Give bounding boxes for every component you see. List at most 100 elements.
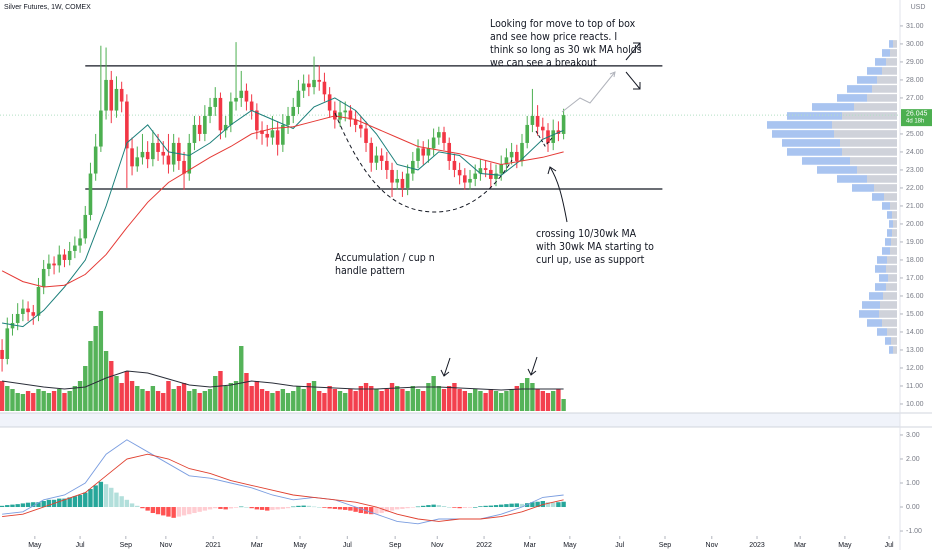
candle-body [400, 178, 405, 188]
countdown: 4d 18h [906, 119, 924, 125]
histogram-bar [155, 507, 161, 515]
volume-bar [509, 389, 514, 411]
x-tick-label: Jul [885, 542, 894, 549]
histogram-bar [535, 501, 540, 508]
profile-up [889, 346, 893, 354]
candle-body [67, 250, 72, 260]
histogram-bar [124, 499, 130, 508]
x-tick-label: Nov [431, 542, 444, 549]
volume-bar [83, 366, 88, 411]
profile-up [877, 328, 887, 336]
profile-down [891, 238, 897, 246]
histogram-bar [384, 507, 390, 512]
volume-bar [493, 391, 499, 411]
histogram-bar [499, 504, 504, 508]
histogram-bar [197, 507, 202, 512]
candle-body [265, 133, 270, 138]
volume-bar [410, 386, 416, 411]
histogram-bar [5, 505, 10, 508]
candle-body [301, 83, 306, 91]
profile-down [886, 58, 897, 66]
volume-bar [317, 391, 322, 411]
candle-body [327, 94, 332, 111]
histogram-bar [233, 507, 239, 508]
axes: 31.00 30.00 29.00 28.00 27.00 25.00 24.00 23.00… [28, 23, 932, 549]
profile-up [877, 256, 887, 264]
volume-bar [348, 389, 353, 411]
volume-bar [363, 383, 369, 411]
profile-up [882, 202, 890, 210]
volume-bar [395, 386, 400, 411]
candle-body [541, 126, 545, 131]
candle-body [296, 90, 301, 107]
candle-body [187, 142, 192, 174]
arrow-support [549, 166, 568, 223]
histogram-bar [519, 503, 525, 508]
histogram-bar [46, 499, 52, 508]
histogram-bar [93, 485, 98, 508]
candle-body [416, 148, 420, 161]
histogram-bar [431, 504, 436, 508]
volume-bar [488, 389, 494, 411]
profile-down [890, 247, 897, 255]
handle-curve [535, 130, 553, 147]
histogram-bar [405, 507, 410, 509]
moving-average [1, 115, 564, 288]
candle-body [468, 178, 472, 183]
candle-body [322, 81, 327, 95]
histogram-bar [192, 507, 197, 514]
profile-down [882, 67, 897, 75]
arrow-volume [443, 357, 451, 377]
volume-bar [525, 378, 530, 411]
histogram-bar [374, 507, 379, 514]
profile-up [837, 175, 867, 183]
y-tick-label: 25.00 [906, 131, 924, 138]
candle-body [535, 115, 540, 127]
profile-down [842, 148, 897, 156]
candle-body [83, 214, 88, 239]
histogram-bar [291, 506, 296, 508]
histogram-bar [36, 502, 41, 508]
candle-body [140, 151, 145, 158]
candle-body [286, 115, 290, 125]
volume-bar [332, 389, 338, 411]
candle-body [52, 263, 56, 266]
profile-down [892, 229, 897, 237]
annotation: handle pattern [335, 265, 405, 277]
volume-bar [447, 386, 452, 411]
candle-body [171, 142, 176, 165]
volume-bar [343, 393, 348, 411]
profile-down [893, 346, 897, 354]
volume-bar [421, 391, 426, 411]
candle-body [31, 312, 36, 316]
volume-bar [223, 386, 228, 411]
candle-body [364, 128, 368, 143]
volume-bar [41, 391, 46, 411]
candle-body [36, 286, 41, 316]
volume-bar [46, 393, 52, 411]
candle-body [109, 79, 114, 111]
candle-body [255, 110, 259, 131]
volume-bar [275, 391, 280, 411]
candle-body [41, 268, 46, 287]
profile-down [886, 265, 897, 273]
histogram-bar [31, 502, 36, 508]
profile-up [787, 112, 842, 120]
profile-down [884, 193, 897, 201]
profile-down [883, 292, 897, 300]
volume-bar [176, 386, 182, 411]
candle-body [275, 130, 280, 145]
candle-body [203, 115, 207, 134]
volume-bar [181, 383, 187, 411]
histogram-bar [317, 507, 322, 508]
chart-title: Silver Futures, 1W, COMEX [4, 4, 91, 11]
volume-bar [322, 393, 327, 411]
x-tick-label: Jul [343, 542, 352, 549]
volume-bar [540, 391, 546, 411]
profile-up [837, 94, 867, 102]
histogram-bar [77, 495, 83, 508]
histogram-bar [410, 507, 416, 508]
candle-body [73, 245, 77, 251]
volume-bar [254, 381, 260, 411]
volume-bar [551, 391, 556, 411]
